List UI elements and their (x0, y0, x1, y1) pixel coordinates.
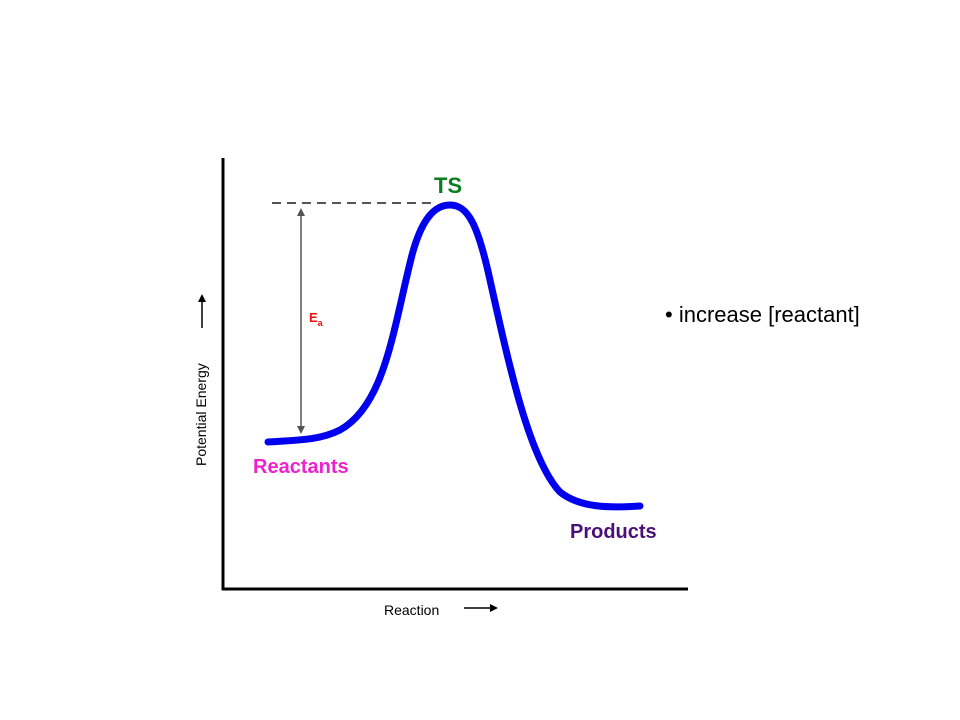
energy-curve (264, 201, 644, 511)
ea-label-subscript: a (318, 318, 324, 328)
ts-label: TS (434, 173, 462, 198)
x-axis-label: Reaction (384, 602, 439, 618)
ea-label: Ea (309, 310, 324, 328)
products-label: Products (570, 521, 657, 543)
y-axis-label: Potential Energy (193, 363, 209, 466)
ea-label-main: E (309, 310, 318, 325)
reactants-label: Reactants (253, 456, 349, 478)
bullet-text: • increase [reactant] (665, 302, 860, 327)
